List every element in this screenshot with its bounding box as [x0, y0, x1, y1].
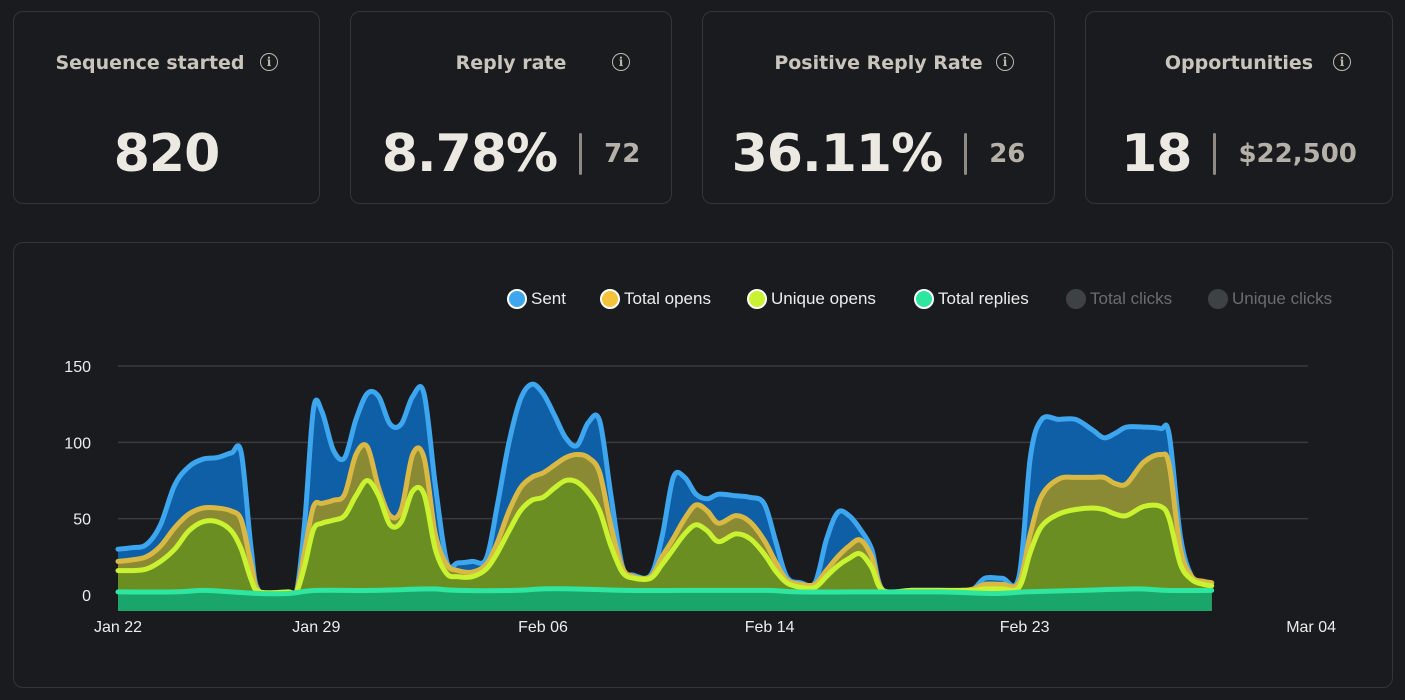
metric-title: Opportunities: [1164, 52, 1314, 74]
series-line-total-replies: [115, 586, 1215, 597]
metric-value: 820: [113, 124, 221, 184]
legend-label: Total opens: [624, 289, 711, 308]
info-icon[interactable]: i: [612, 53, 630, 71]
x-tick-label: Feb 14: [745, 619, 795, 636]
legend-item-total-opens[interactable]: Total opens: [600, 289, 711, 309]
legend-swatch: [1208, 289, 1228, 309]
metric-value: 36.11%: [731, 124, 944, 184]
metric-title: Reply rate: [455, 52, 567, 74]
x-tick-label: Mar 04: [1286, 619, 1336, 636]
y-tick-label: 100: [64, 435, 91, 452]
y-tick-label: 0: [82, 588, 91, 605]
y-tick-label: 150: [64, 359, 91, 376]
metric-card-opportunities: Opportunities i 18 $22,500: [1085, 11, 1393, 204]
legend-swatch: [507, 289, 527, 309]
metric-secondary-value: 72: [604, 139, 641, 169]
value-divider: [1213, 133, 1217, 175]
chart-panel: [13, 242, 1393, 688]
metric-card-reply-rate: Reply rate i 8.78% 72: [350, 11, 672, 204]
metric-title: Sequence started: [55, 52, 245, 74]
legend-swatch: [1066, 289, 1086, 309]
info-icon[interactable]: i: [260, 53, 278, 71]
x-tick-label: Jan 29: [292, 619, 340, 636]
x-tick-label: Feb 06: [518, 619, 568, 636]
series-line-unique-opens: [115, 477, 1215, 597]
y-tick-label: 50: [73, 512, 91, 529]
metric-secondary-value: 26: [989, 139, 1026, 169]
legend-label: Unique opens: [771, 289, 876, 308]
metric-value: 8.78%: [381, 124, 558, 184]
legend-item-unique-clicks[interactable]: Unique clicks: [1208, 289, 1332, 309]
info-icon[interactable]: i: [1333, 53, 1351, 71]
value-divider: [964, 133, 968, 175]
info-icon[interactable]: i: [996, 53, 1014, 71]
series-area-unique-opens: [118, 480, 1212, 611]
x-tick-label: Jan 22: [94, 619, 142, 636]
metric-card-sequence-started: Sequence started i 820: [13, 11, 320, 204]
metric-card-positive-reply-rate: Positive Reply Rate i 36.11% 26: [702, 11, 1055, 204]
legend-label: Sent: [531, 289, 566, 308]
legend-item-unique-opens[interactable]: Unique opens: [747, 289, 876, 309]
legend-item-sent[interactable]: Sent: [507, 289, 566, 309]
chart-legend: Sent Total opens Unique opens Total repl…: [0, 289, 1405, 311]
x-tick-label: Feb 23: [1000, 619, 1050, 636]
legend-swatch: [600, 289, 620, 309]
value-divider: [579, 133, 583, 175]
legend-label: Unique clicks: [1232, 289, 1333, 308]
metric-value: 18: [1121, 124, 1192, 184]
metric-secondary-value: $22,500: [1238, 139, 1357, 169]
legend-swatch: [747, 289, 767, 309]
legend-item-total-clicks[interactable]: Total clicks: [1066, 289, 1172, 309]
metric-title: Positive Reply Rate: [774, 52, 983, 74]
legend-swatch: [914, 289, 934, 309]
legend-item-total-replies[interactable]: Total replies: [914, 289, 1029, 309]
legend-label: Total replies: [938, 289, 1029, 308]
legend-label: Total clicks: [1090, 289, 1173, 308]
